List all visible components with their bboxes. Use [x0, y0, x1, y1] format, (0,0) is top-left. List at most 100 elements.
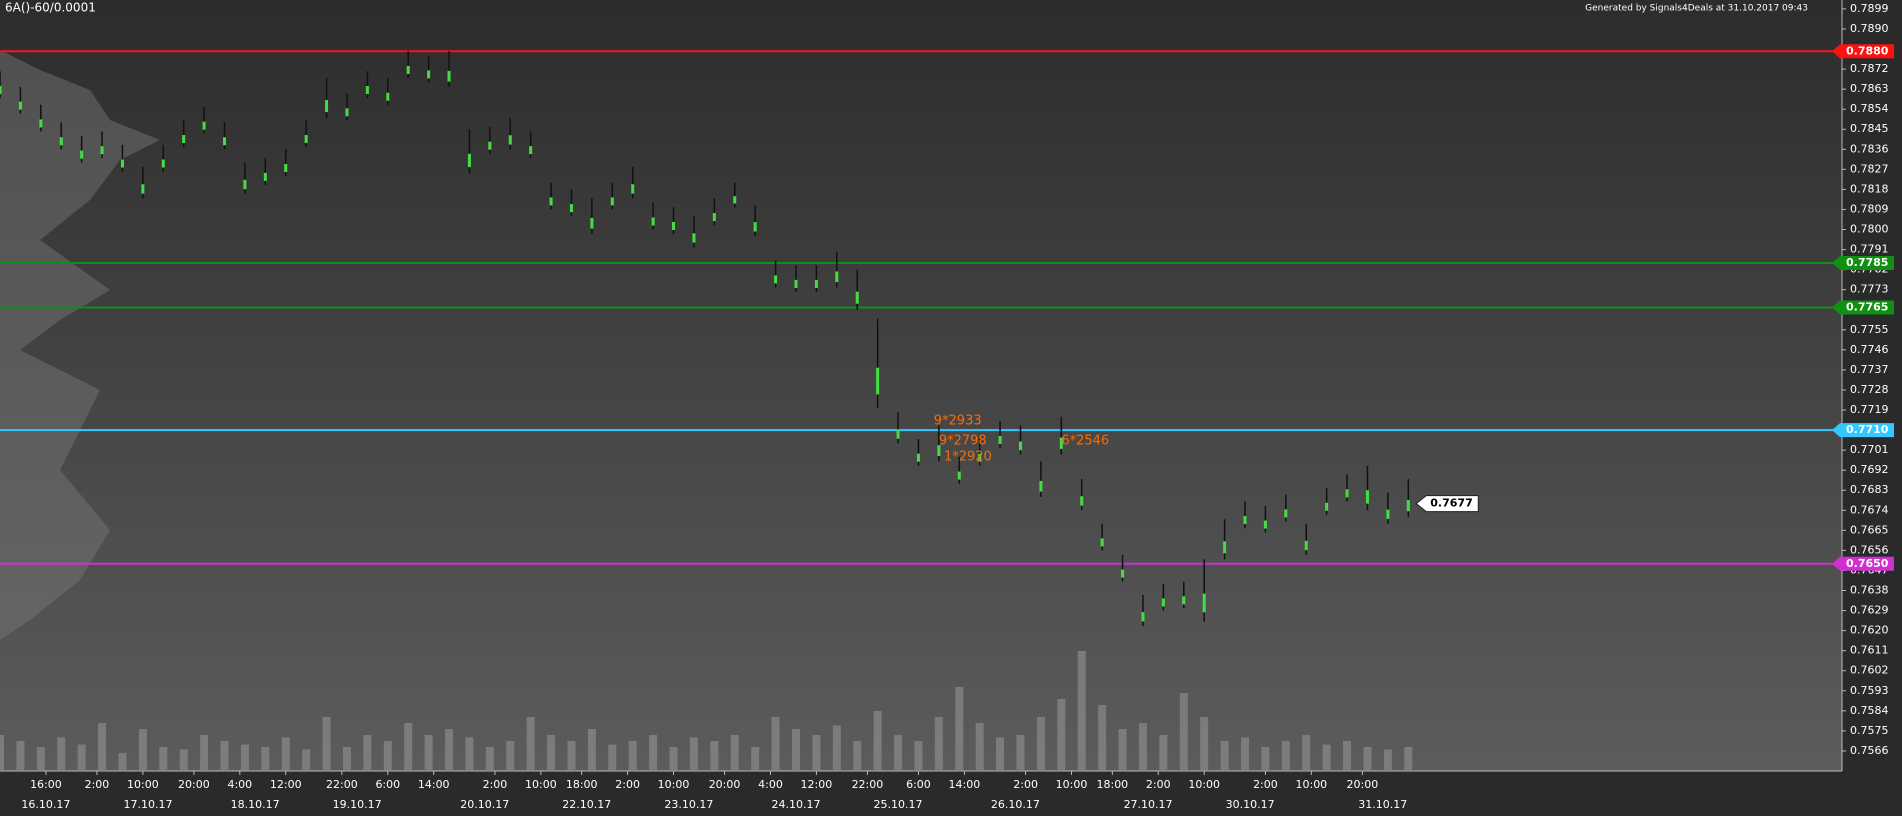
price-bar-body	[978, 453, 982, 462]
y-tick-label: 0.7827	[1850, 162, 1889, 175]
annotation: 1*2920	[944, 449, 992, 464]
volume-bar	[914, 741, 923, 771]
y-tick-label: 0.7872	[1850, 62, 1889, 75]
price-bar-body	[774, 275, 778, 284]
date-label: 26.10.17	[991, 798, 1040, 811]
x-tick-label: 12:00	[270, 778, 302, 791]
volume-bar	[730, 735, 739, 771]
volume-bar	[1200, 717, 1209, 771]
date-label: 23.10.17	[664, 798, 713, 811]
x-tick-label: 2:00	[1013, 778, 1038, 791]
volume-bar	[689, 737, 698, 771]
volume-bar	[138, 729, 147, 771]
y-tick-label: 0.7584	[1850, 704, 1889, 717]
y-tick-label: 0.7620	[1850, 624, 1889, 637]
price-bar-body	[1365, 490, 1369, 504]
price-bar-body	[916, 453, 920, 462]
price-bar-body	[345, 108, 349, 117]
y-tick-label: 0.7701	[1850, 443, 1889, 456]
x-tick-label: 2:00	[1146, 778, 1171, 791]
volume-bar	[1383, 749, 1392, 771]
y-tick-label: 0.7629	[1850, 604, 1889, 617]
x-tick-label: 10:00	[1188, 778, 1220, 791]
volume-bar	[526, 717, 535, 771]
x-tick-label: 10:00	[658, 778, 690, 791]
price-bar-body	[529, 146, 533, 155]
x-tick-label: 2:00	[483, 778, 508, 791]
last-price-box	[1415, 495, 1479, 513]
y-tick-label: 0.7728	[1850, 383, 1889, 396]
volume-bar	[0, 735, 4, 771]
price-bar-body	[141, 184, 145, 194]
y-tick-label: 0.7863	[1850, 82, 1889, 95]
volume-bar	[1220, 741, 1229, 771]
volume-bar	[1159, 735, 1168, 771]
y-tick-label: 0.7692	[1850, 463, 1889, 476]
y-tick-label: 0.7755	[1850, 323, 1889, 336]
volume-bar	[1302, 735, 1311, 771]
volume-bar	[98, 723, 107, 771]
y-tick-label: 0.7836	[1850, 142, 1889, 155]
price-bar-body	[631, 184, 635, 194]
x-tick-label: 18:00	[1096, 778, 1128, 791]
time-axis-background	[0, 771, 1842, 816]
y-tick-label: 0.7674	[1850, 503, 1889, 516]
y-tick-label: 0.7854	[1850, 102, 1889, 115]
volume-bar	[506, 741, 515, 771]
y-tick-label: 0.7809	[1850, 202, 1889, 215]
volume-bar	[547, 735, 556, 771]
x-tick-label: 22:00	[852, 778, 884, 791]
volume-bar	[955, 687, 964, 771]
volume-bar	[771, 717, 780, 771]
y-tick-label: 0.7602	[1850, 664, 1889, 677]
level-label: 0.7880	[1846, 44, 1889, 57]
price-bar-body	[937, 445, 941, 456]
date-label: 19.10.17	[333, 798, 382, 811]
volume-bar	[1118, 729, 1127, 771]
volume-bar	[628, 741, 637, 771]
price-bar-body	[733, 196, 737, 204]
volume-bar	[710, 741, 719, 771]
price-bar-body	[325, 100, 329, 113]
date-label: 27.10.17	[1124, 798, 1173, 811]
level-label-box	[1832, 300, 1894, 315]
price-bar-body	[1263, 520, 1267, 529]
x-tick-label: 14:00	[418, 778, 450, 791]
price-bar-body	[1243, 516, 1247, 525]
price-bar-body	[243, 179, 247, 190]
volume-bar	[1077, 651, 1086, 771]
x-tick-label: 14:00	[949, 778, 981, 791]
price-bar-body	[1141, 612, 1145, 622]
volume-bar	[873, 711, 882, 771]
y-tick-label: 0.7791	[1850, 243, 1889, 256]
date-label: 30.10.17	[1226, 798, 1275, 811]
price-bar-body	[1386, 509, 1390, 519]
volume-bar	[118, 753, 127, 771]
x-tick-label: 4:00	[227, 778, 252, 791]
volume-bar	[1261, 747, 1270, 771]
volume-bar	[424, 735, 433, 771]
volume-bar	[567, 741, 576, 771]
y-tick-label: 0.7665	[1850, 523, 1889, 536]
volume-bar	[1057, 699, 1066, 771]
volume-bar	[1404, 747, 1413, 771]
volume-bar	[1363, 747, 1372, 771]
price-bar-body	[59, 137, 63, 146]
x-tick-label: 4:00	[758, 778, 783, 791]
price-bar-body	[753, 222, 757, 232]
volume-bar	[1281, 741, 1290, 771]
volume-profile	[0, 50, 160, 640]
volume-bar	[281, 737, 290, 771]
volume-bar	[485, 747, 494, 771]
price-bar-body	[835, 271, 839, 283]
date-label: 24.10.17	[771, 798, 820, 811]
volume-bar	[1036, 717, 1045, 771]
level-label: 0.7785	[1846, 256, 1888, 269]
volume-bar	[179, 749, 188, 771]
plot-background	[0, 0, 1842, 771]
price-bar-body	[1080, 496, 1084, 506]
price-bar-body	[569, 204, 573, 213]
date-label: 17.10.17	[123, 798, 172, 811]
volume-bar	[1138, 723, 1147, 771]
